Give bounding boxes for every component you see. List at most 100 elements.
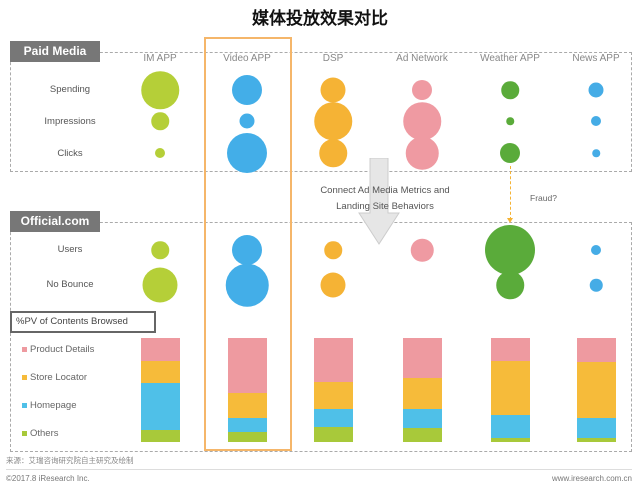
bubble-users bbox=[324, 241, 342, 259]
bar-segment-homepage bbox=[491, 414, 530, 438]
row-label-spending: Spending bbox=[49, 84, 91, 95]
bar-segment-store-locator bbox=[577, 361, 616, 419]
pv-label-box: %PV of Contents Browsed bbox=[10, 311, 156, 333]
bar-segment-homepage bbox=[314, 408, 353, 428]
legend-label: Others bbox=[30, 428, 59, 439]
bar-segment-others bbox=[141, 429, 180, 442]
bubble-users bbox=[410, 238, 434, 262]
legend-item: Store Locator bbox=[22, 372, 87, 383]
bubble-no-bounce bbox=[320, 272, 346, 298]
bar-segment-store-locator bbox=[314, 381, 353, 409]
stacked-bar bbox=[314, 338, 353, 442]
bubble-users bbox=[232, 235, 262, 265]
bubble-spending bbox=[501, 81, 519, 99]
bubble-spending bbox=[141, 71, 179, 109]
bar-segment-store-locator bbox=[228, 393, 267, 419]
row-label-clicks: Clicks bbox=[57, 148, 83, 159]
bar-segment-others bbox=[228, 431, 267, 442]
column-header: Ad Network bbox=[396, 53, 448, 64]
bubble-no-bounce bbox=[496, 271, 524, 299]
arrow-caption: Connect Ad Media Metrics and Landing Sit… bbox=[300, 183, 470, 215]
bubble-clicks bbox=[155, 148, 165, 158]
bar-segment-store-locator bbox=[491, 360, 530, 415]
fraud-arrowhead bbox=[507, 218, 513, 223]
legend-item: Homepage bbox=[22, 400, 76, 411]
page-title: 媒体投放效果对比 bbox=[252, 9, 388, 29]
bar-segment-product-details bbox=[141, 338, 180, 361]
column-header: IM APP bbox=[143, 53, 177, 64]
bubble-impressions bbox=[314, 102, 352, 140]
stacked-bar bbox=[403, 338, 442, 442]
bubble-impressions bbox=[239, 113, 255, 129]
bubble-users bbox=[485, 225, 535, 275]
bubble-clicks bbox=[405, 136, 439, 170]
official-section bbox=[10, 222, 632, 452]
bar-segment-product-details bbox=[491, 338, 530, 361]
bubble-spending bbox=[232, 75, 262, 105]
column-header: Video APP bbox=[223, 53, 271, 64]
column-header: News APP bbox=[572, 53, 620, 64]
bubble-users bbox=[591, 245, 601, 255]
paid-media-section bbox=[10, 52, 632, 172]
bubble-impressions bbox=[506, 117, 514, 125]
row-label-impressions: Impressions bbox=[44, 116, 96, 127]
row-label-no-bounce: No Bounce bbox=[46, 279, 94, 290]
arrow-caption-line2: Landing Site Behaviors bbox=[336, 201, 434, 212]
source-note: 来源：艾瑞咨询研究院自主研究及绘制 bbox=[6, 456, 134, 465]
bubble-no-bounce bbox=[142, 267, 178, 303]
bar-segment-store-locator bbox=[403, 377, 442, 409]
legend-item: Product Details bbox=[22, 344, 94, 355]
copyright: ©2017.8 iResearch Inc. bbox=[6, 474, 90, 483]
bubble-impressions bbox=[151, 112, 169, 130]
bubble-impressions bbox=[403, 102, 441, 140]
stacked-bar bbox=[491, 338, 530, 442]
bubble-clicks bbox=[500, 143, 520, 163]
highlight-box bbox=[204, 37, 292, 451]
column-header: DSP bbox=[322, 53, 344, 64]
bubble-clicks bbox=[592, 149, 600, 157]
legend-swatch bbox=[22, 346, 27, 352]
bar-segment-homepage bbox=[141, 382, 180, 430]
bubble-clicks bbox=[227, 133, 267, 173]
bubble-spending bbox=[588, 82, 604, 98]
bubble-no-bounce bbox=[589, 278, 603, 292]
bar-segment-others bbox=[577, 437, 616, 442]
down-arrow-icon bbox=[358, 158, 400, 245]
fraud-line bbox=[510, 166, 511, 220]
bubble-spending bbox=[412, 80, 432, 100]
bar-segment-others bbox=[491, 437, 530, 442]
bubble-no-bounce bbox=[225, 263, 269, 307]
fraud-label: Fraud? bbox=[530, 193, 557, 203]
arrow-caption-line1: Connect Ad Media Metrics and bbox=[320, 185, 450, 196]
stacked-bar bbox=[228, 338, 267, 442]
bar-segment-product-details bbox=[577, 338, 616, 362]
column-header: Weather APP bbox=[480, 53, 540, 64]
legend-label: Store Locator bbox=[30, 372, 88, 383]
legend-swatch bbox=[22, 430, 27, 436]
legend-item: Others bbox=[22, 428, 59, 439]
bar-segment-others bbox=[403, 428, 442, 442]
legend-swatch bbox=[22, 374, 27, 380]
bubble-clicks bbox=[319, 139, 347, 167]
bubble-impressions bbox=[591, 116, 601, 126]
bar-segment-product-details bbox=[314, 338, 353, 382]
legend-label: Product Details bbox=[30, 344, 95, 355]
website: www.iresearch.com.cn bbox=[551, 474, 632, 483]
footer-divider bbox=[6, 469, 632, 470]
row-label-users: Users bbox=[57, 244, 83, 255]
bubble-spending bbox=[320, 77, 346, 103]
legend-label: Homepage bbox=[30, 400, 77, 411]
paid-media-tag: Paid Media bbox=[10, 41, 100, 62]
bar-segment-homepage bbox=[577, 418, 616, 438]
bar-segment-homepage bbox=[403, 408, 442, 429]
legend-swatch bbox=[22, 402, 27, 408]
stacked-bar bbox=[577, 338, 616, 442]
bar-segment-product-details bbox=[228, 338, 267, 394]
bar-segment-others bbox=[314, 427, 353, 442]
bar-segment-product-details bbox=[403, 338, 442, 378]
official-tag: Official.com bbox=[10, 211, 100, 232]
bar-segment-store-locator bbox=[141, 360, 180, 383]
bar-segment-homepage bbox=[228, 418, 267, 432]
bubble-users bbox=[151, 241, 169, 259]
stacked-bar bbox=[141, 338, 180, 442]
